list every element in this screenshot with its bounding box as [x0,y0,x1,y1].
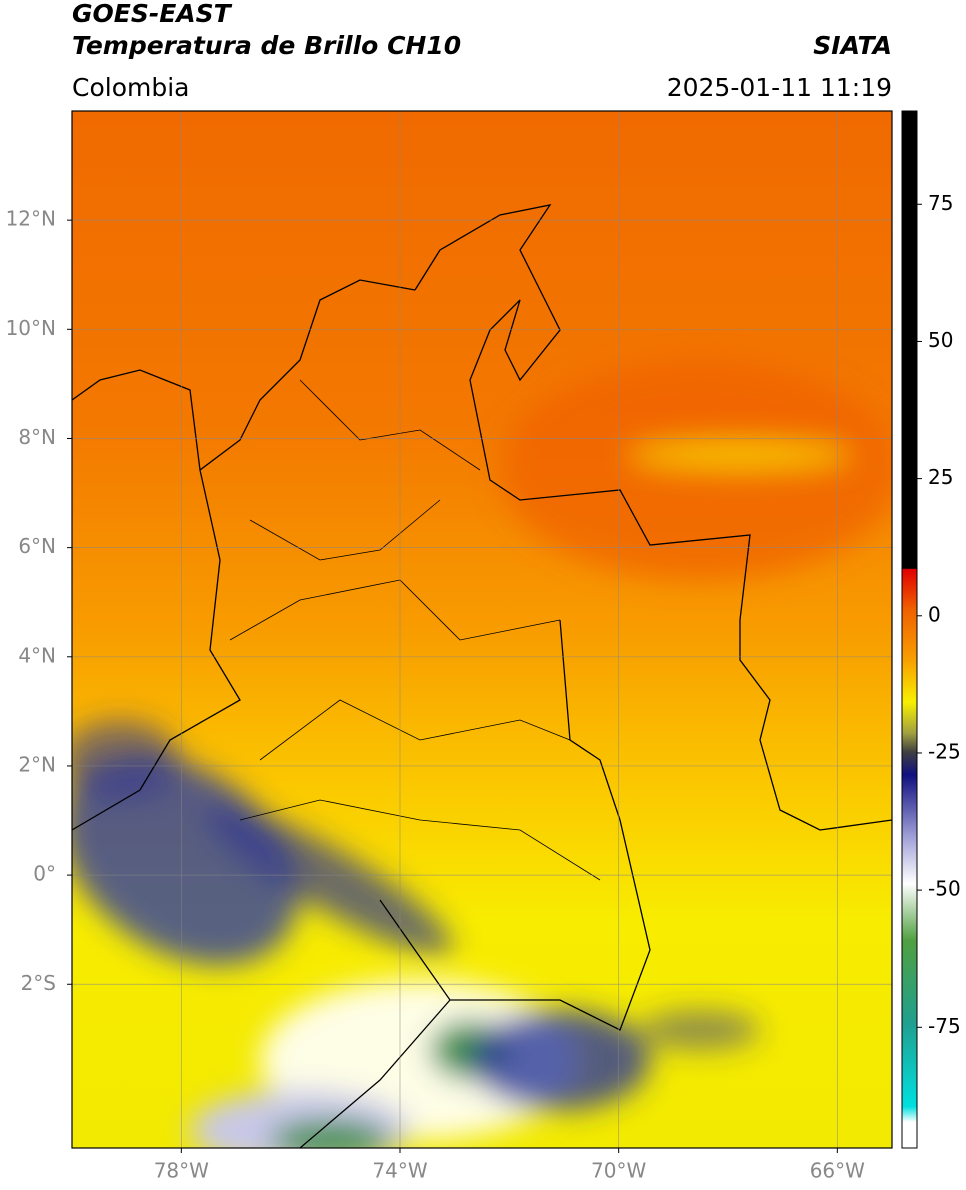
lat-tick-label: 0° [33,862,56,886]
lat-tick-label: 10°N [6,316,56,340]
product: Temperatura de Brillo CH10 [72,31,461,60]
lat-tick-label: 2°S [21,971,56,995]
colorbar-tick-label: -50 [928,877,961,901]
timestamp: 2025-01-11 11:19 [667,73,892,102]
colorbar [901,110,918,1149]
colorbar-tick-label: -75 [928,1014,961,1038]
lat-tick-label: 2°N [18,752,56,776]
lat-tick-label: 4°N [18,643,56,667]
colorbar-tick-label: 25 [928,465,953,489]
map-frame [71,110,893,1149]
grid [72,111,892,1148]
colorbar-tick-label: -25 [928,739,961,763]
lat-tick-label: 12°N [6,207,56,231]
lon-tick-label: 66°W [810,1159,865,1183]
colorbar-tick-label: 75 [928,191,953,215]
colorbar-tick-label: 0 [928,602,941,626]
lon-tick-label: 70°W [591,1159,646,1183]
lon-tick-label: 78°W [154,1159,209,1183]
lat-tick-label: 6°N [18,534,56,558]
lat-tick-label: 8°N [18,425,56,449]
lon-tick-label: 74°W [372,1159,427,1183]
region: Colombia [72,73,189,102]
satellite: GOES-EAST [72,0,233,28]
source: SIATA [813,31,892,60]
satellite-image [72,111,892,1148]
colorbar-tick-label: 50 [928,328,953,352]
